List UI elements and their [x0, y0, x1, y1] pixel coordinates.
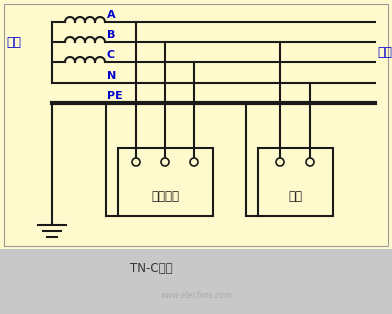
Bar: [0, 249, 392, 314]
Bar: [118, 148, 213, 216]
Text: www.elecfans.com: www.elecfans.com: [160, 290, 232, 300]
Circle shape: [161, 158, 169, 166]
Text: 单相: 单相: [289, 190, 303, 203]
Circle shape: [132, 158, 140, 166]
Bar: [4, 4, 388, 246]
Text: B: B: [107, 30, 115, 40]
Text: 负荷: 负荷: [377, 46, 392, 59]
Circle shape: [306, 158, 314, 166]
Text: C: C: [107, 50, 115, 60]
Text: N: N: [107, 71, 116, 81]
Text: TN-C系统: TN-C系统: [130, 262, 172, 274]
Text: PE: PE: [107, 91, 123, 101]
Circle shape: [190, 158, 198, 166]
Text: 电源: 电源: [6, 35, 21, 48]
Circle shape: [276, 158, 284, 166]
Bar: [258, 148, 333, 216]
Text: 三相设备: 三相设备: [151, 190, 180, 203]
Text: A: A: [107, 10, 116, 20]
